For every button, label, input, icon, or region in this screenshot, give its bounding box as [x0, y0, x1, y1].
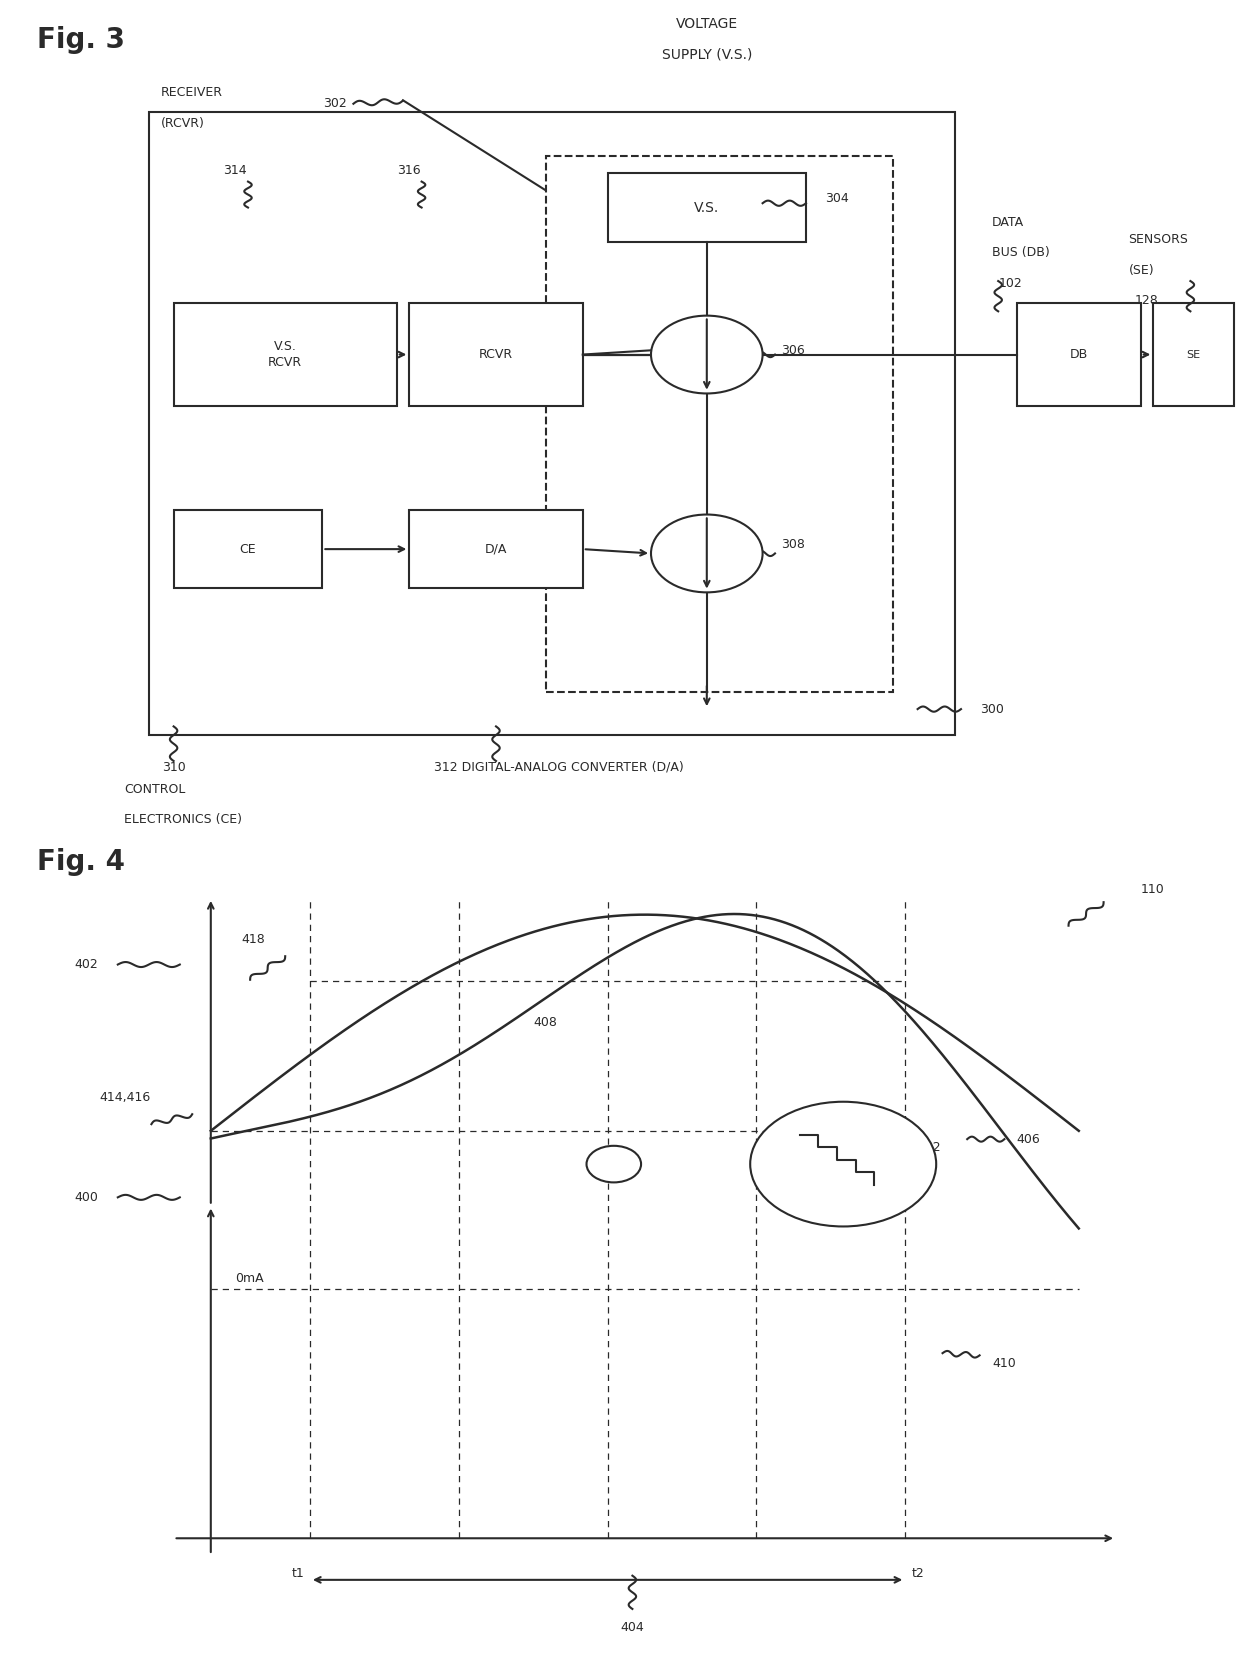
Text: CE: CE — [239, 542, 257, 555]
Text: (SE): (SE) — [1128, 264, 1154, 276]
Text: 402: 402 — [74, 958, 98, 971]
Text: 102: 102 — [998, 276, 1022, 289]
Text: 312 DIGITAL-ANALOG CONVERTER (D/A): 312 DIGITAL-ANALOG CONVERTER (D/A) — [434, 762, 683, 773]
Text: 406: 406 — [1017, 1133, 1040, 1146]
Text: 400: 400 — [74, 1191, 98, 1204]
Bar — [409, 511, 583, 589]
Text: 304: 304 — [825, 193, 848, 206]
Bar — [174, 303, 397, 406]
Bar — [409, 303, 583, 406]
Text: 408: 408 — [533, 1016, 557, 1029]
Text: 308: 308 — [781, 539, 805, 552]
Text: SE: SE — [1187, 349, 1200, 359]
Bar — [1153, 303, 1234, 406]
Text: 300: 300 — [980, 702, 1003, 715]
Text: 306: 306 — [781, 344, 805, 358]
Text: VOLTAGE: VOLTAGE — [676, 17, 738, 32]
Text: t1: t1 — [291, 1567, 304, 1580]
Text: D/A: D/A — [485, 542, 507, 555]
Text: 0mA: 0mA — [236, 1272, 264, 1284]
Text: V.S.
RCVR: V.S. RCVR — [268, 339, 303, 369]
Text: DATA: DATA — [992, 216, 1024, 229]
Circle shape — [587, 1146, 641, 1182]
Circle shape — [750, 1103, 936, 1227]
Text: 128: 128 — [1135, 294, 1158, 308]
Bar — [174, 511, 322, 589]
Text: 418: 418 — [242, 933, 265, 946]
Bar — [546, 156, 893, 692]
Text: 410: 410 — [992, 1357, 1016, 1370]
Text: CONTROL: CONTROL — [124, 783, 185, 795]
Text: V.S.: V.S. — [694, 201, 719, 215]
Text: 404: 404 — [620, 1621, 645, 1635]
Text: (RCVR): (RCVR) — [161, 116, 205, 130]
Circle shape — [651, 514, 763, 592]
Bar — [149, 113, 955, 735]
Text: RECEIVER: RECEIVER — [161, 86, 223, 100]
Text: ELECTRONICS (CE): ELECTRONICS (CE) — [124, 813, 242, 827]
Text: 314: 314 — [223, 165, 247, 178]
Text: 302: 302 — [324, 96, 347, 110]
Text: DB: DB — [1070, 348, 1087, 361]
Text: BUS (DB): BUS (DB) — [992, 246, 1050, 259]
Text: 414,416: 414,416 — [99, 1091, 150, 1104]
Text: t2: t2 — [911, 1567, 924, 1580]
Bar — [608, 173, 806, 243]
Bar — [1017, 303, 1141, 406]
Text: SENSORS: SENSORS — [1128, 233, 1188, 246]
Text: 110: 110 — [1141, 883, 1164, 896]
Text: SUPPLY (V.S.): SUPPLY (V.S.) — [662, 48, 751, 62]
Text: 310: 310 — [161, 762, 186, 773]
Text: RCVR: RCVR — [479, 348, 513, 361]
Text: 316: 316 — [397, 165, 420, 178]
Circle shape — [651, 316, 763, 394]
Text: Fig. 3: Fig. 3 — [37, 27, 125, 53]
Text: 412: 412 — [918, 1141, 941, 1154]
Text: Fig. 4: Fig. 4 — [37, 848, 125, 876]
